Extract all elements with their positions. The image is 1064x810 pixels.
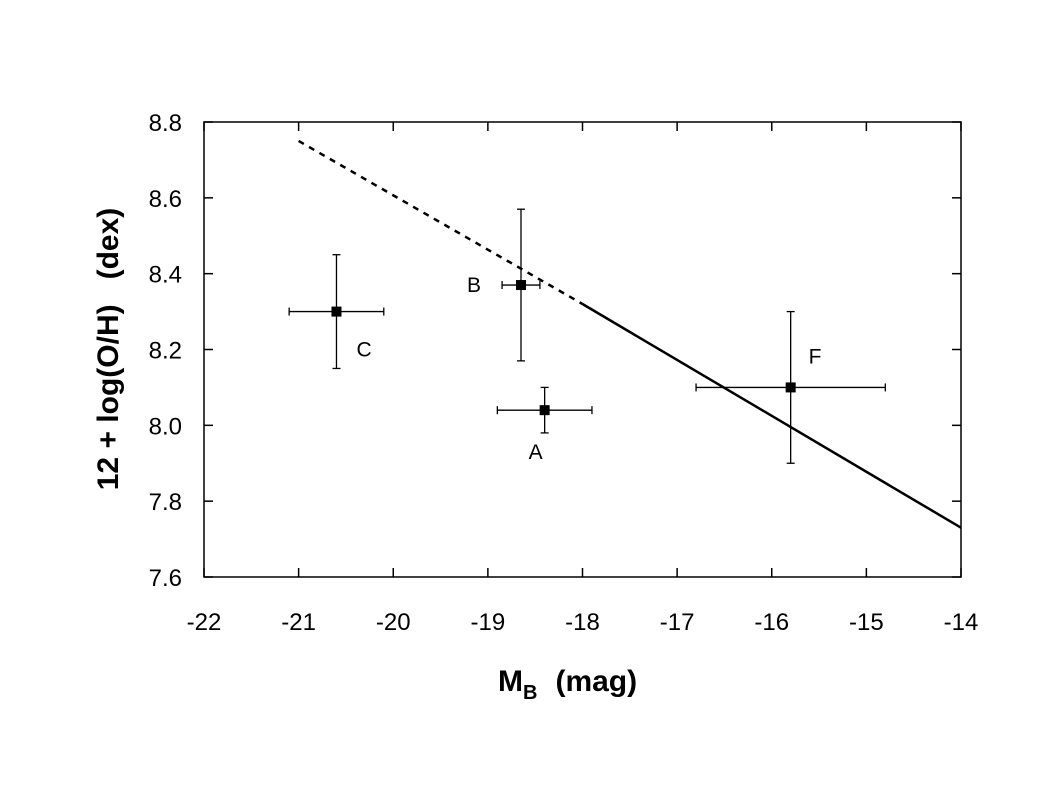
point-A: A xyxy=(496,386,593,464)
x-tick-label: -20 xyxy=(376,609,411,636)
y-tick-label: 8.6 xyxy=(149,186,182,213)
x-tick-label: -19 xyxy=(471,609,506,636)
point-F: F xyxy=(695,310,886,464)
point-marker xyxy=(515,280,526,291)
y-axis-title: 12 + log(O/H) (dex) xyxy=(92,208,125,491)
point-marker xyxy=(785,382,796,393)
axis-ticks: -22 -21 -20 -19 -18 -17 -16 -15 -14 7.6 7.8 8.0 8.2 8… xyxy=(149,110,979,636)
y-tick-label: 8.0 xyxy=(149,413,182,440)
y-tick-label: 7.8 xyxy=(149,489,182,516)
x-tick-label: -17 xyxy=(660,609,695,636)
plot-frame xyxy=(203,121,962,578)
point-label: A xyxy=(529,441,543,464)
x-axis-title-main: M xyxy=(498,665,523,698)
relation-dashed-line xyxy=(298,139,584,306)
x-axis-title-unit: (mag) xyxy=(555,665,637,698)
y-tick-label: 8.8 xyxy=(149,110,182,137)
data-points: A B C F xyxy=(288,208,886,464)
y-tick-label: 7.6 xyxy=(149,565,182,592)
x-axis-title-subscript: B xyxy=(523,682,537,704)
x-tick-label: -15 xyxy=(849,609,884,636)
x-tick-label: -14 xyxy=(944,609,979,636)
y-tick-label: 8.2 xyxy=(149,338,182,365)
point-C: C xyxy=(288,254,385,370)
point-marker xyxy=(539,405,550,416)
x-tick-label: -21 xyxy=(281,609,316,636)
x-tick-label: -18 xyxy=(565,609,600,636)
relation-lines xyxy=(298,139,962,529)
point-B: B xyxy=(467,208,541,362)
y-tick-label: 8.4 xyxy=(149,262,182,289)
x-tick-label: -16 xyxy=(754,609,789,636)
point-marker xyxy=(331,306,342,317)
x-axis-title: MB (mag) xyxy=(498,665,637,704)
point-label: C xyxy=(356,339,371,362)
x-tick-label: -22 xyxy=(187,609,222,636)
point-label: F xyxy=(809,345,822,368)
relation-solid-line xyxy=(581,302,962,529)
point-label: B xyxy=(467,274,481,297)
